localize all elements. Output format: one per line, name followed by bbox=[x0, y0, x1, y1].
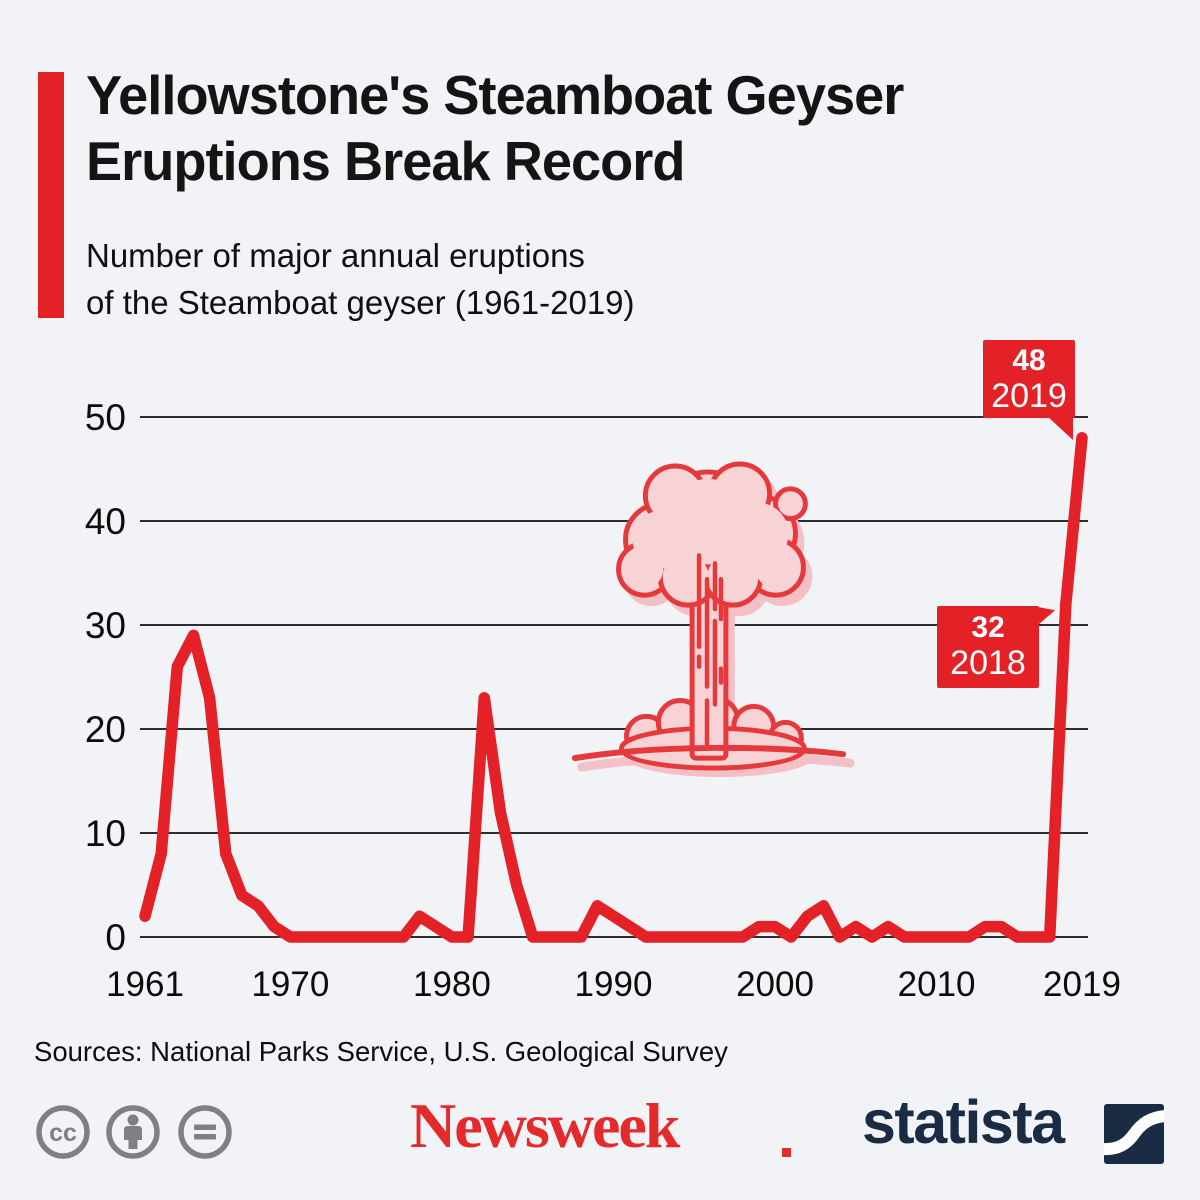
y-axis-tick-label: 10 bbox=[85, 813, 126, 854]
x-axis-tick-label: 1961 bbox=[106, 965, 184, 1004]
x-axis-tick-label: 2019 bbox=[1043, 965, 1121, 1004]
y-axis-tick-label: 0 bbox=[105, 917, 126, 958]
callout-2018: 32 2018 bbox=[937, 606, 1055, 688]
y-axis-tick-label: 50 bbox=[85, 397, 126, 438]
statista-wordmark: statista bbox=[862, 1088, 1065, 1156]
statista-mark-icon bbox=[1104, 1104, 1164, 1164]
callout-2018-pointer bbox=[1038, 607, 1055, 625]
y-axis-tick-label: 20 bbox=[85, 709, 126, 750]
x-axis-tick-label: 2000 bbox=[736, 965, 814, 1004]
svg-text:cc: cc bbox=[49, 1119, 77, 1147]
y-axis-tick-label: 30 bbox=[85, 605, 126, 646]
x-axis-tick-label: 1980 bbox=[413, 965, 491, 1004]
title-accent-bar bbox=[38, 72, 64, 318]
callout-2018-value: 32 bbox=[971, 611, 1005, 644]
x-axis-tick-label: 1970 bbox=[251, 965, 329, 1004]
cc-nd-icon bbox=[178, 1105, 232, 1159]
y-axis-tick-label: 40 bbox=[85, 501, 126, 542]
cc-attribution-icon bbox=[106, 1105, 160, 1159]
cc-icon: cc bbox=[36, 1105, 90, 1159]
callout-2018-year: 2018 bbox=[950, 644, 1026, 682]
page-title: Yellowstone's Steamboat Geyser Eruptions… bbox=[86, 64, 904, 192]
geyser-illustration bbox=[571, 461, 855, 778]
sources-text: Sources: National Parks Service, U.S. Ge… bbox=[34, 1036, 728, 1067]
newsweek-logo: Newsweek bbox=[410, 1090, 680, 1161]
page-subtitle: Number of major annual eruptions of the … bbox=[86, 237, 635, 322]
newsweek-trademark-dot bbox=[782, 1148, 791, 1157]
x-axis-tick-label: 2010 bbox=[898, 965, 976, 1004]
x-axis-tick-label: 1990 bbox=[575, 965, 653, 1004]
callout-2019-year: 2019 bbox=[991, 377, 1067, 415]
callout-2019-pointer bbox=[1047, 416, 1073, 440]
callout-2019-value: 48 bbox=[1012, 344, 1046, 377]
callout-2019: 48 2019 bbox=[983, 340, 1075, 440]
